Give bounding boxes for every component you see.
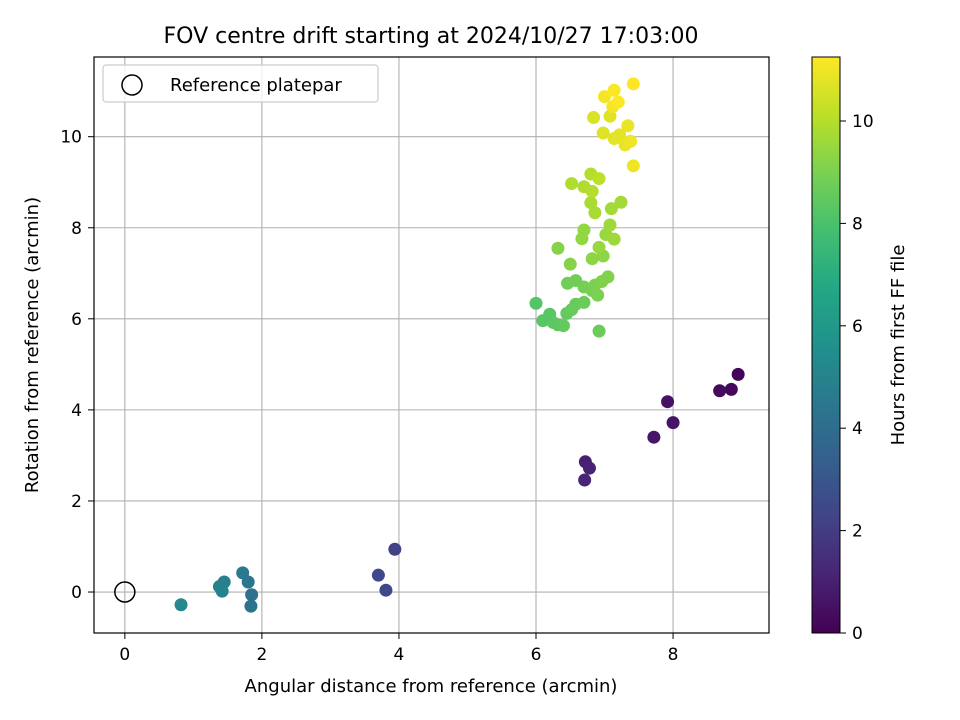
data-point: [598, 90, 612, 104]
data-point: [592, 324, 606, 338]
data-point: [245, 588, 259, 602]
legend-marker-open-circle: [121, 74, 143, 96]
data-point: [613, 128, 627, 142]
data-point: [592, 172, 606, 186]
colorbar-tick-label: 10: [852, 112, 874, 132]
colorbar-tick-label: 8: [852, 214, 863, 234]
data-point: [661, 395, 675, 409]
plot-frame: [93, 56, 770, 634]
y-tick-label: 4: [71, 401, 82, 421]
colorbar-tick-label: 0: [852, 624, 863, 644]
data-point: [236, 566, 250, 580]
data-point: [626, 77, 640, 91]
data-point: [556, 319, 570, 333]
data-point: [578, 473, 592, 487]
data-point: [592, 240, 606, 254]
data-point: [588, 206, 602, 220]
axes: 0 2 4 6 8 0 2 4 6 8 10: [60, 128, 678, 665]
data-point: [585, 252, 599, 266]
y-tick-label: 6: [71, 310, 82, 330]
data-point: [626, 159, 640, 173]
data-point: [596, 126, 610, 140]
x-tick-label: 6: [531, 645, 542, 665]
data-points: [114, 77, 745, 613]
x-tick-label: 2: [256, 645, 267, 665]
data-point: [551, 241, 565, 255]
data-point: [601, 270, 615, 284]
colorbar-gradient: [811, 56, 841, 634]
data-point: [614, 195, 628, 209]
data-point: [647, 430, 661, 444]
data-point: [611, 95, 625, 109]
data-point: [604, 202, 618, 216]
data-point: [591, 288, 605, 302]
data-point: [215, 584, 229, 598]
colorbar-ticks: 0 2 4 6 8 10: [840, 112, 874, 644]
data-point: [724, 382, 738, 396]
data-point: [388, 542, 402, 556]
data-point: [621, 119, 635, 133]
data-point: [585, 184, 599, 198]
data-point: [587, 111, 601, 125]
data-point: [371, 568, 385, 582]
legend-box: [102, 64, 379, 103]
x-tick-label: 0: [119, 645, 130, 665]
data-point: [565, 177, 579, 191]
colorbar-tick-label: 2: [852, 522, 863, 542]
data-point: [731, 367, 745, 381]
data-point: [607, 83, 621, 97]
reference-platepar-marker: [114, 581, 136, 603]
x-tick-label: 4: [394, 645, 405, 665]
x-axis-label: Angular distance from reference (arcmin): [245, 676, 618, 697]
data-point: [582, 461, 596, 475]
data-point: [563, 257, 577, 271]
legend-label: Reference platepar: [170, 75, 342, 96]
y-axis-label: Rotation from reference (arcmin): [22, 197, 43, 493]
data-point: [379, 583, 393, 597]
y-tick-label: 10: [60, 128, 82, 148]
legend: Reference platepar: [102, 64, 379, 103]
data-point: [603, 218, 617, 232]
data-point: [666, 416, 680, 430]
grid-lines: [94, 57, 769, 633]
chart-title: FOV centre drift starting at 2024/10/27 …: [164, 24, 699, 49]
data-point: [577, 295, 591, 309]
colorbar-tick-label: 4: [852, 419, 863, 439]
x-tick-label: 8: [668, 645, 679, 665]
colorbar: 0 2 4 6 8 10 Hours from first FF file: [811, 56, 909, 644]
data-point: [584, 196, 598, 210]
y-tick-label: 8: [71, 219, 82, 239]
data-point: [713, 384, 727, 398]
data-point: [607, 232, 621, 246]
data-point: [529, 296, 543, 310]
data-point: [577, 223, 591, 237]
colorbar-tick-label: 6: [852, 317, 863, 337]
y-tick-label: 2: [71, 492, 82, 512]
y-tick-label: 0: [71, 583, 82, 603]
colorbar-label: Hours from first FF file: [888, 245, 909, 446]
data-point: [624, 134, 638, 148]
data-point: [244, 599, 258, 613]
data-point: [561, 276, 575, 290]
data-point: [174, 598, 188, 612]
